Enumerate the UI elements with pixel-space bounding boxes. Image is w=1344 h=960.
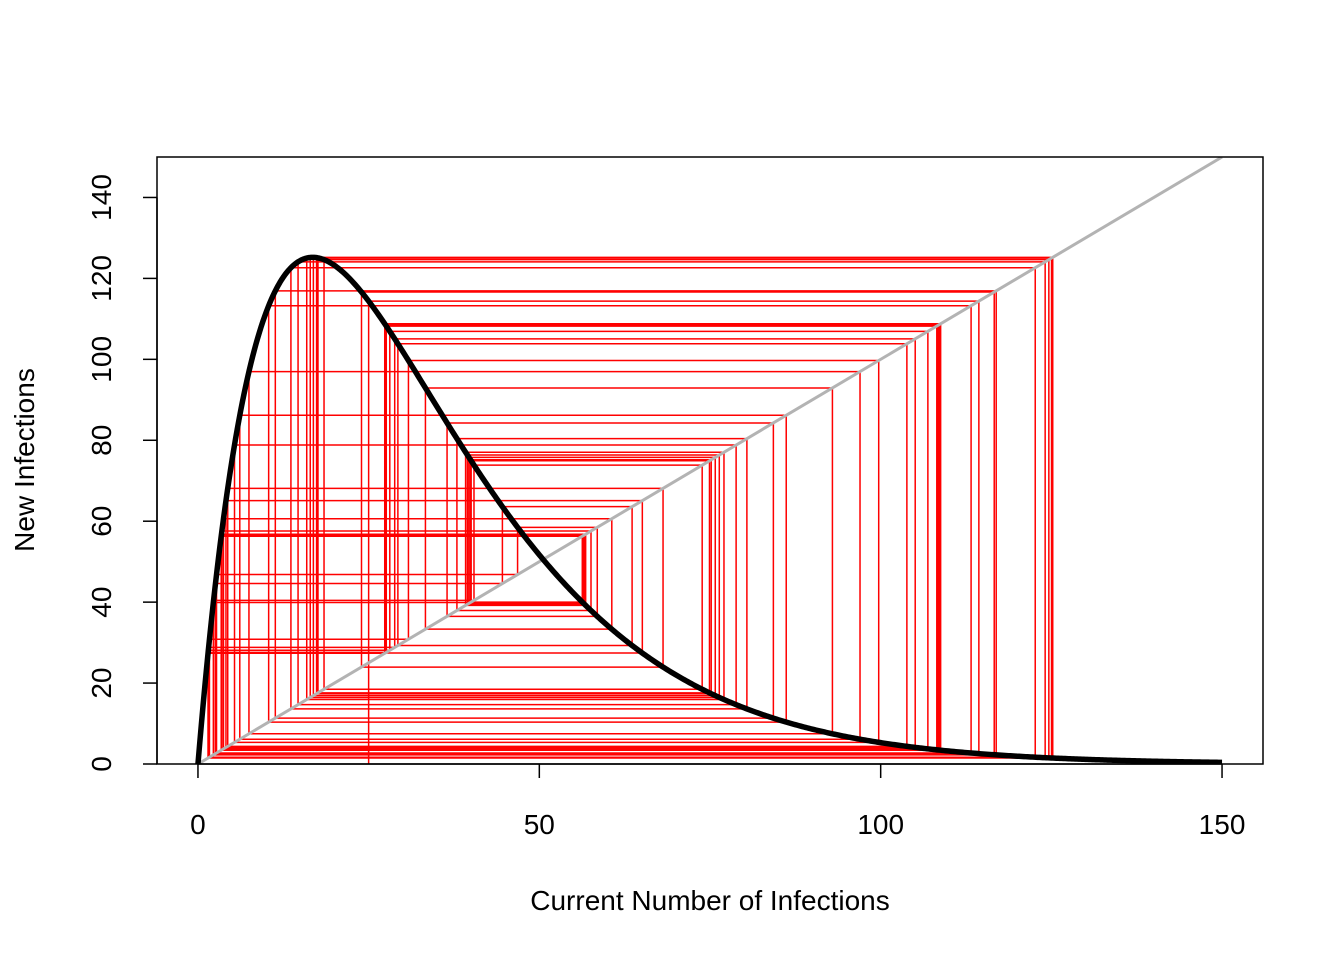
identity-line-layer (197, 157, 1223, 764)
growth-curve-layer (195, 254, 1224, 764)
x-axis: 0 50 100 150 (190, 763, 1246, 840)
x-axis-label: Current Number of Infections (530, 885, 890, 916)
identity-line (197, 157, 1223, 764)
y-tick-label: 140 (86, 174, 117, 221)
x-tick-label: 50 (524, 809, 555, 840)
y-axis-label: New Infections (9, 368, 40, 552)
y-tick-label: 60 (86, 506, 117, 537)
y-tick-label: 40 (86, 587, 117, 618)
x-tick-label: 100 (857, 809, 904, 840)
y-tick-label: 100 (86, 336, 117, 383)
y-tick-label: 20 (86, 667, 117, 698)
y-tick-label: 0 (86, 756, 117, 772)
x-tick-label: 0 (190, 809, 206, 840)
y-tick-label: 80 (86, 425, 117, 456)
growth-curve (195, 254, 1224, 764)
x-tick-label: 150 (1199, 809, 1246, 840)
y-tick-label: 120 (86, 255, 117, 302)
y-axis: 0 20 40 60 80 100 120 140 (86, 174, 158, 772)
